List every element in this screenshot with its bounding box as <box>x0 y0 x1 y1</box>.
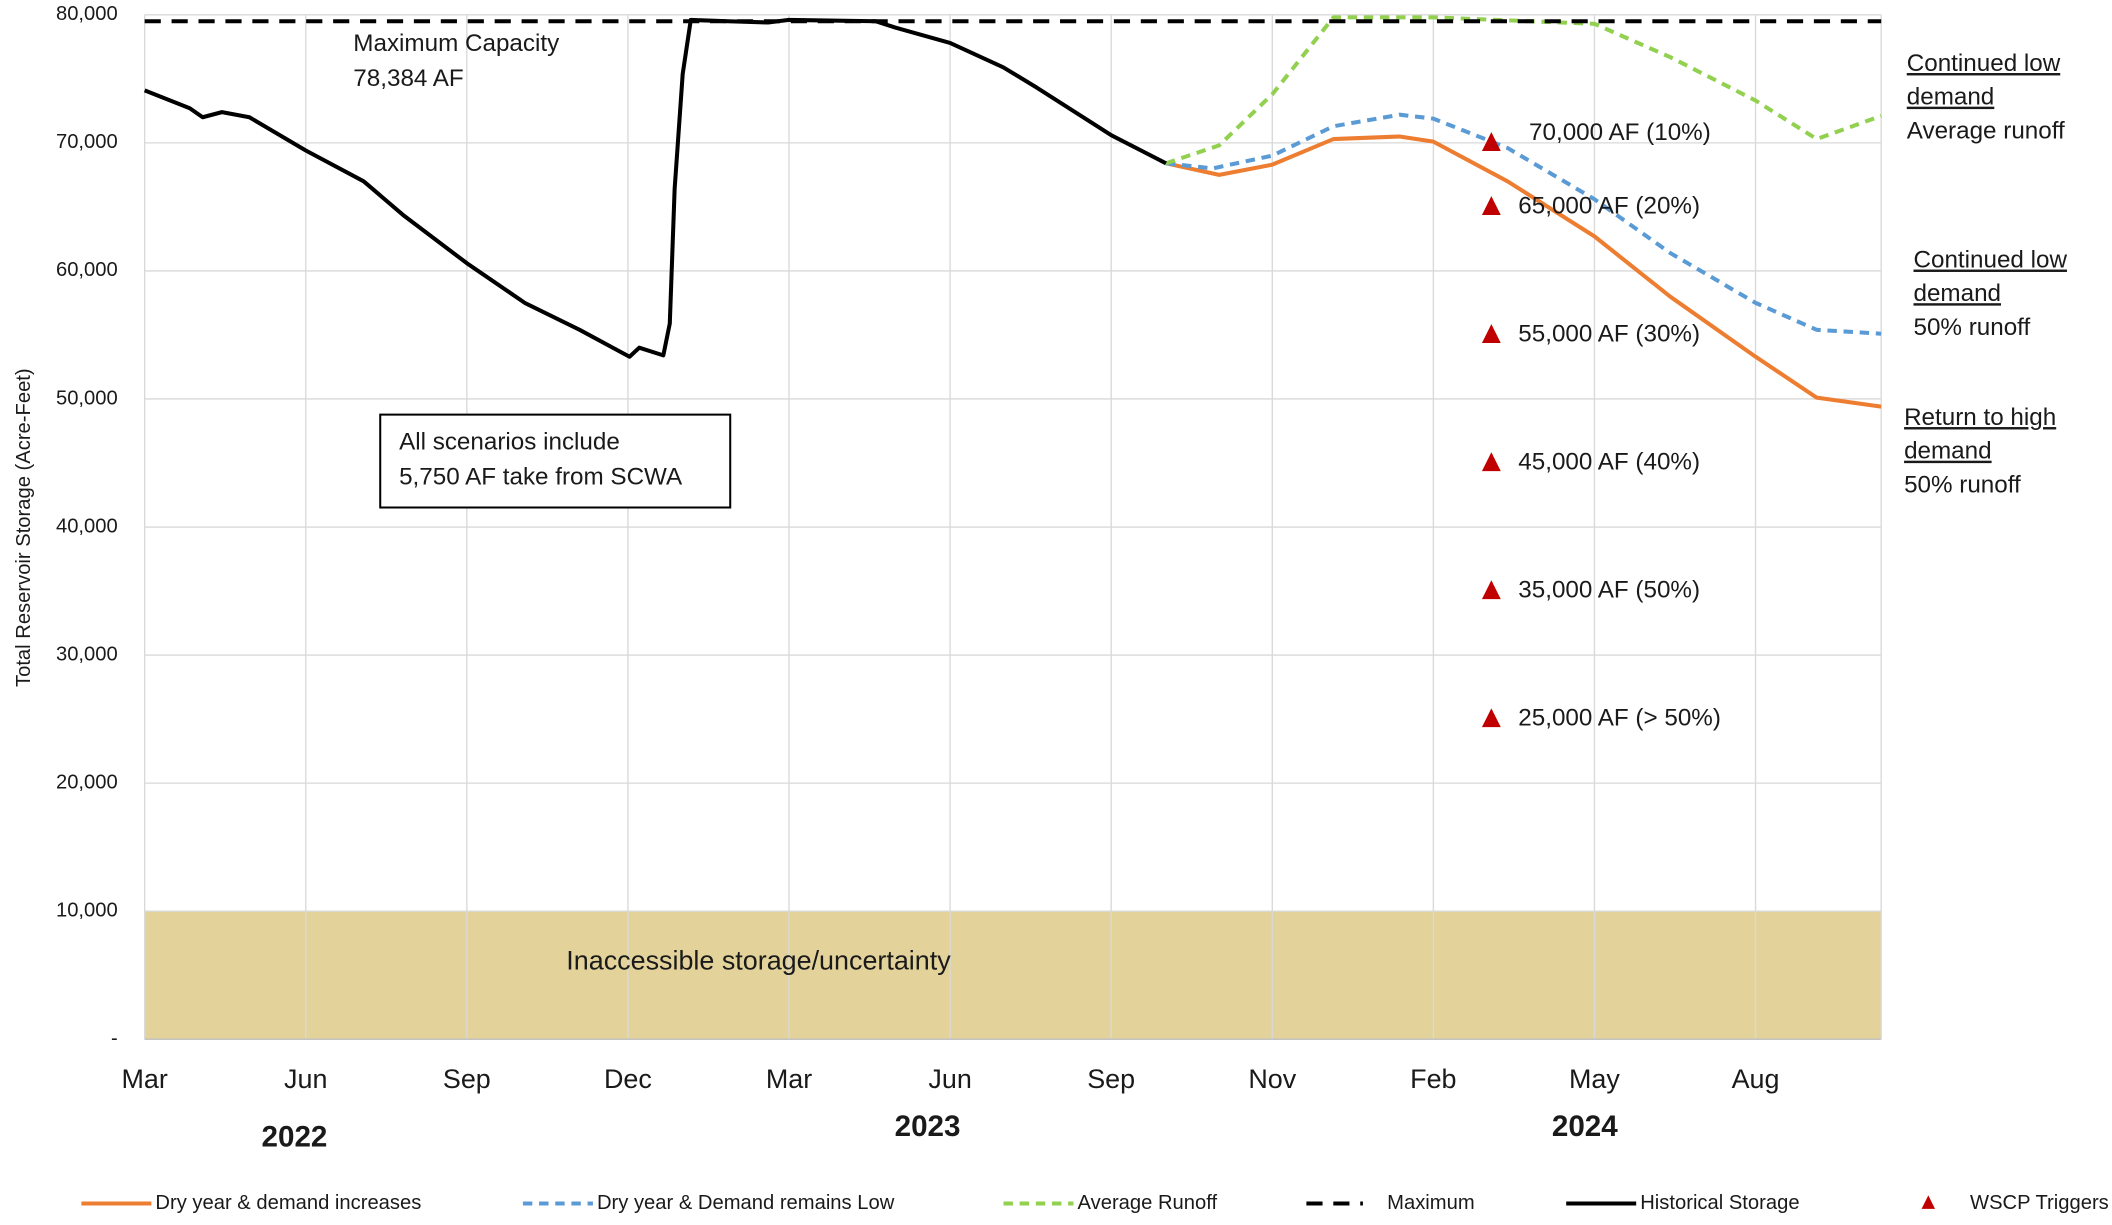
scenario-label: 50% runoff <box>1914 314 2031 341</box>
y-tick-label: 10,000 <box>56 900 118 922</box>
trigger-label: 25,000 AF (> 50%) <box>1518 705 1721 732</box>
x-tick-label: Mar <box>766 1064 812 1094</box>
x-tick-label: Aug <box>1732 1064 1780 1094</box>
y-tick-label: 60,000 <box>56 259 118 281</box>
trigger-marker <box>1481 196 1501 215</box>
scenario-label: demand <box>1904 438 1992 465</box>
legend-label: Maximum <box>1387 1192 1474 1214</box>
series-line <box>1165 134 1882 409</box>
year-label: 2023 <box>895 1110 961 1143</box>
band-label: Inaccessible storage/uncertainty <box>566 946 951 976</box>
x-tick-label: Nov <box>1248 1064 1296 1094</box>
trigger-label: 70,000 AF (10%) <box>1529 119 1711 146</box>
legend-label: Dry year & demand increases <box>155 1192 421 1214</box>
year-label: 2024 <box>1552 1110 1618 1143</box>
x-tick-label: Feb <box>1410 1064 1456 1094</box>
x-tick-label: May <box>1569 1064 1620 1094</box>
series-line <box>1165 15 1882 166</box>
y-tick-label: 70,000 <box>56 131 118 153</box>
annotation-text: 78,384 AF <box>353 65 463 92</box>
annotation-text: 5,750 AF take from SCWA <box>399 463 683 490</box>
x-tick-label: Dec <box>604 1064 652 1094</box>
scenario-label: demand <box>1914 280 2002 307</box>
series-line <box>143 17 1167 359</box>
legend-label: Historical Storage <box>1640 1192 1799 1214</box>
trigger-marker <box>1481 132 1501 151</box>
legend-label: Average Runoff <box>1078 1192 1218 1214</box>
x-tick-label: Sep <box>1087 1064 1135 1094</box>
x-tick-label: Jun <box>284 1064 327 1094</box>
scenario-label: 50% runoff <box>1904 471 2021 498</box>
trigger-label: 45,000 AF (40%) <box>1518 448 1700 475</box>
trigger-label: 55,000 AF (30%) <box>1518 320 1700 347</box>
x-tick-label: Mar <box>121 1064 167 1094</box>
trigger-marker <box>1481 708 1501 728</box>
trigger-label: 65,000 AF (20%) <box>1518 192 1700 219</box>
x-tick-label: Sep <box>443 1064 491 1094</box>
legend-label: WSCP Triggers <box>1970 1192 2109 1214</box>
legend-label: Dry year & Demand remains Low <box>597 1192 895 1214</box>
y-tick-label: 30,000 <box>56 643 118 665</box>
scenario-label: Return to high <box>1904 404 2056 431</box>
scenario-label: Average runoff <box>1907 117 2065 144</box>
y-axis-label: Total Reservoir Storage (Acre-Feet) <box>13 368 35 687</box>
x-tick-label: Jun <box>928 1064 971 1094</box>
y-tick-label: 50,000 <box>56 387 118 409</box>
trigger-marker <box>1481 324 1501 344</box>
series-line <box>1165 112 1882 336</box>
year-label: 2022 <box>262 1121 328 1154</box>
y-tick-label: 40,000 <box>56 515 118 537</box>
annotation-box <box>379 413 732 509</box>
annotation-text: All scenarios include <box>399 428 620 455</box>
annotation-text: Maximum Capacity <box>353 30 560 57</box>
y-tick-label: 80,000 <box>56 3 118 25</box>
y-tick-label: 20,000 <box>56 771 118 793</box>
trigger-marker <box>1481 580 1501 600</box>
scenario-label: Continued low <box>1914 247 2068 274</box>
inaccessible-band <box>144 911 1882 1040</box>
legend-marker <box>1921 1195 1936 1209</box>
scenario-label: Continued low <box>1907 50 2061 77</box>
scenario-label: demand <box>1907 84 1995 111</box>
trigger-marker <box>1481 452 1501 472</box>
y-tick-label: - <box>111 1028 118 1050</box>
trigger-label: 35,000 AF (50%) <box>1518 576 1700 603</box>
